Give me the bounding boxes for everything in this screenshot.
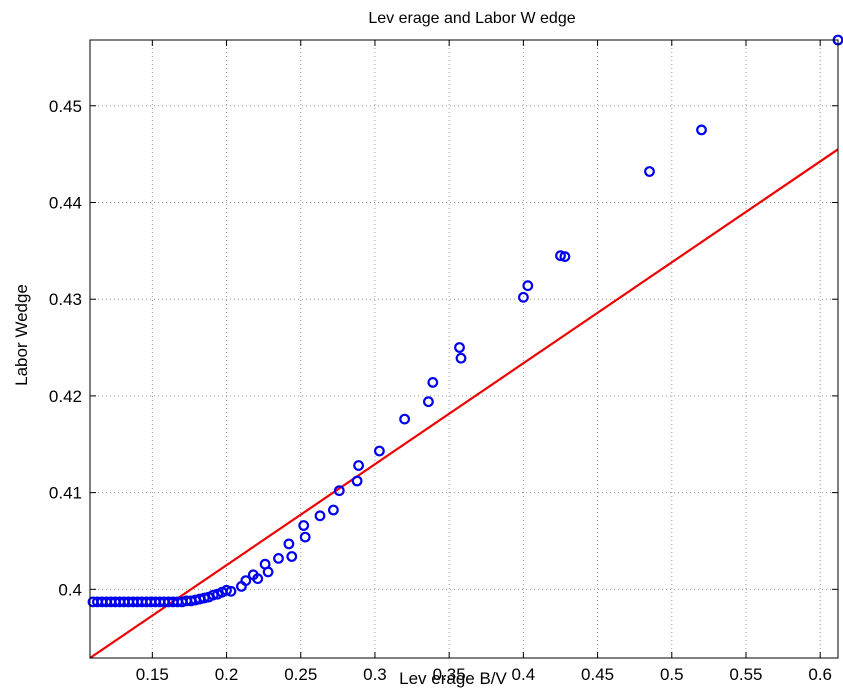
data-point bbox=[455, 352, 467, 364]
data-point bbox=[696, 124, 707, 136]
x-tick-label: 0.25 bbox=[284, 665, 317, 684]
data-point bbox=[286, 551, 298, 562]
plot-frame bbox=[89, 39, 839, 659]
x-tick-label: 0.2 bbox=[215, 665, 239, 684]
data-point bbox=[559, 251, 571, 263]
data-point bbox=[221, 584, 232, 596]
data-point bbox=[522, 280, 534, 292]
data-point bbox=[351, 475, 363, 487]
y-tick-label: 0.4 bbox=[58, 580, 82, 599]
x-tick-label: 0.4 bbox=[512, 665, 536, 684]
x-tick-label: 0.45 bbox=[581, 665, 614, 684]
data-point bbox=[262, 566, 274, 578]
data-point bbox=[240, 575, 252, 586]
y-tick-label: 0.41 bbox=[49, 484, 82, 503]
points-layer bbox=[87, 34, 843, 608]
fit-line-layer bbox=[89, 148, 839, 659]
y-tick-label: 0.44 bbox=[49, 193, 82, 212]
data-point bbox=[374, 445, 385, 457]
data-point bbox=[333, 485, 345, 497]
y-tick-label: 0.42 bbox=[49, 387, 82, 406]
data-point bbox=[225, 585, 237, 597]
data-point bbox=[328, 504, 339, 516]
x-axis-label: Lev erage B/V bbox=[399, 669, 507, 688]
data-point bbox=[273, 553, 284, 564]
y-tick-label: 0.45 bbox=[49, 97, 82, 116]
data-point bbox=[518, 291, 529, 303]
data-point bbox=[423, 396, 434, 408]
data-point bbox=[427, 377, 439, 388]
data-point bbox=[298, 520, 310, 531]
data-point bbox=[353, 460, 365, 471]
x-tick-label: 0.15 bbox=[136, 665, 169, 684]
y-tick-label: 0.43 bbox=[49, 290, 82, 309]
x-axis-ticks: 0.15 0.2 0.25 0.3 0.35 0.4 0.45 0.5 0.55 0.6 bbox=[136, 40, 832, 684]
data-point bbox=[399, 413, 411, 425]
x-tick-label: 0.35 bbox=[433, 665, 466, 684]
data-point bbox=[207, 589, 219, 601]
x-tick-label: 0.6 bbox=[808, 665, 832, 684]
data-point bbox=[198, 592, 210, 604]
fit-line bbox=[89, 148, 839, 659]
chart-title: Lev erage and Labor W edge bbox=[368, 10, 575, 27]
y-axis-label: Labor Wedge bbox=[12, 284, 31, 386]
x-tick-label: 0.3 bbox=[363, 665, 387, 684]
x-tick-label: 0.55 bbox=[729, 665, 762, 684]
data-point bbox=[454, 342, 465, 353]
data-point bbox=[283, 538, 295, 550]
data-point bbox=[252, 573, 264, 585]
data-point bbox=[299, 531, 311, 543]
x-tick-label: 0.5 bbox=[660, 665, 684, 684]
y-axis-ticks: 0.4 0.41 0.42 0.43 0.44 0.45 bbox=[49, 97, 838, 599]
data-point bbox=[644, 166, 655, 177]
data-point bbox=[555, 250, 566, 262]
grid-lines bbox=[90, 40, 838, 658]
data-point bbox=[314, 510, 326, 522]
